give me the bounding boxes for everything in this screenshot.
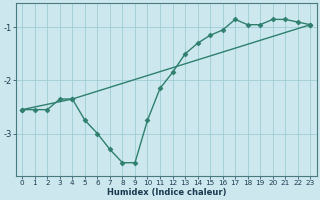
X-axis label: Humidex (Indice chaleur): Humidex (Indice chaleur): [107, 188, 226, 197]
